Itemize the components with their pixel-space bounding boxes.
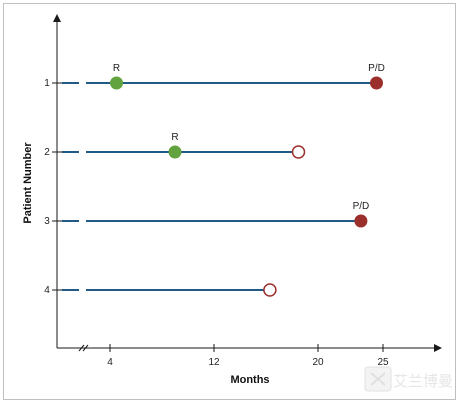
x-tick-label-20: 20 (312, 357, 324, 368)
x-axis-title: Months (230, 374, 269, 386)
event-label-1-0: R (113, 63, 120, 74)
response-marker-1 (110, 76, 123, 90)
x-tick-label-4: 4 (107, 357, 113, 368)
x-tick-label-25: 25 (377, 357, 389, 368)
y-tick-label-2: 2 (44, 147, 50, 158)
censored-marker-2 (291, 145, 306, 159)
chart-frame (3, 3, 456, 400)
watermark-text: 艾兰博曼 (393, 373, 453, 390)
axes: Patient Number Months (22, 14, 442, 386)
y-tick-label-4: 4 (44, 285, 50, 296)
x-tick-label-12: 12 (208, 357, 220, 368)
event-label-2-0: R (171, 132, 178, 143)
watermark-logo: 艾兰博曼 (364, 366, 453, 392)
patient-row-4: 4 (44, 283, 277, 297)
x-ticks: 4 12 20 25 (107, 344, 389, 368)
y-tick-label-3: 3 (44, 216, 50, 227)
patient-row-1: 1 R P/D (44, 63, 385, 90)
event-label-1-1: P/D (368, 63, 385, 74)
x-axis-break (78, 344, 89, 352)
y-axis-title: Patient Number (22, 142, 34, 224)
progression-marker-3 (354, 214, 368, 228)
patient-row-3: 3 P/D (44, 201, 369, 228)
y-tick-label-1: 1 (44, 78, 50, 89)
progression-marker-1 (370, 76, 383, 90)
censored-marker-4 (263, 283, 277, 297)
response-marker-2 (168, 145, 182, 159)
watermark-mark-icon (370, 372, 386, 386)
event-label-3-0: P/D (353, 201, 370, 212)
patient-row-2: 2R (44, 132, 306, 159)
